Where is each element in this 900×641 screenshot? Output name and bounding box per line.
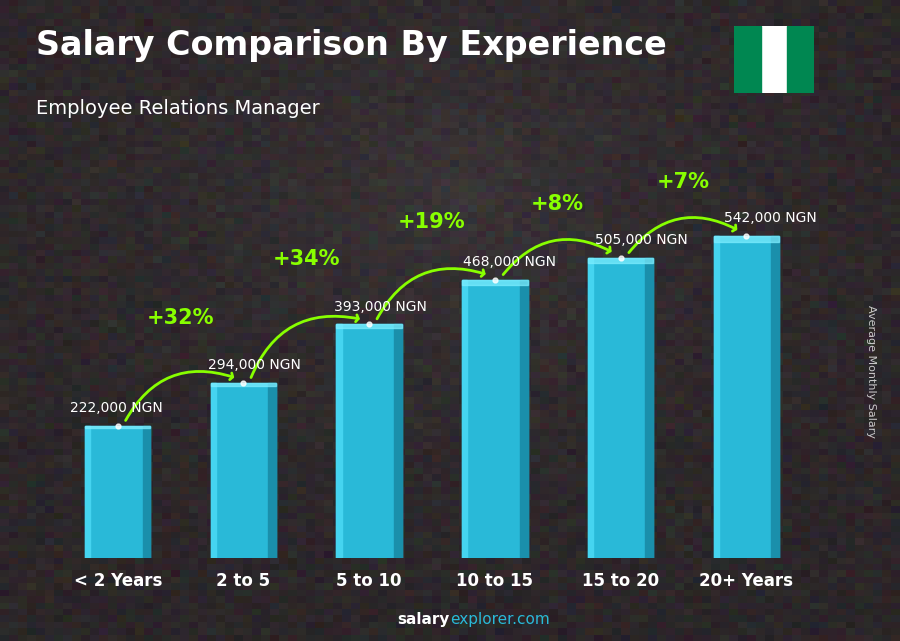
Bar — [268, 383, 276, 558]
Bar — [588, 258, 653, 263]
Bar — [337, 324, 401, 558]
Bar — [85, 426, 150, 558]
Text: Average Monthly Salary: Average Monthly Salary — [866, 305, 877, 438]
Text: +7%: +7% — [657, 172, 710, 192]
Text: salary: salary — [398, 612, 450, 627]
Text: 393,000 NGN: 393,000 NGN — [334, 299, 427, 313]
Text: Employee Relations Manager: Employee Relations Manager — [36, 99, 320, 119]
Bar — [142, 426, 150, 558]
Text: explorer.com: explorer.com — [450, 612, 550, 627]
Bar — [588, 258, 653, 558]
Text: +34%: +34% — [273, 249, 340, 269]
Bar — [463, 279, 527, 558]
Bar — [85, 426, 150, 428]
Text: 542,000 NGN: 542,000 NGN — [724, 211, 816, 225]
Bar — [394, 324, 401, 558]
Bar — [463, 279, 527, 285]
Bar — [788, 26, 814, 93]
Text: +32%: +32% — [147, 308, 214, 328]
Bar — [714, 236, 779, 558]
Bar — [645, 258, 653, 558]
Text: 294,000 NGN: 294,000 NGN — [208, 358, 302, 372]
Bar — [771, 236, 779, 558]
Bar — [463, 279, 467, 558]
Bar — [519, 279, 527, 558]
Bar — [588, 258, 593, 558]
Bar — [211, 383, 216, 558]
Text: 468,000 NGN: 468,000 NGN — [464, 255, 556, 269]
Text: +8%: +8% — [531, 194, 584, 214]
Bar — [211, 383, 276, 558]
Text: +19%: +19% — [398, 212, 466, 232]
Bar — [85, 426, 90, 558]
Text: 222,000 NGN: 222,000 NGN — [70, 401, 163, 415]
Text: Salary Comparison By Experience: Salary Comparison By Experience — [36, 29, 667, 62]
Bar — [734, 26, 760, 93]
Text: 505,000 NGN: 505,000 NGN — [596, 233, 688, 247]
Bar — [337, 324, 401, 328]
Bar — [211, 383, 276, 387]
Bar — [714, 236, 779, 242]
Bar — [714, 236, 719, 558]
Bar — [337, 324, 342, 558]
